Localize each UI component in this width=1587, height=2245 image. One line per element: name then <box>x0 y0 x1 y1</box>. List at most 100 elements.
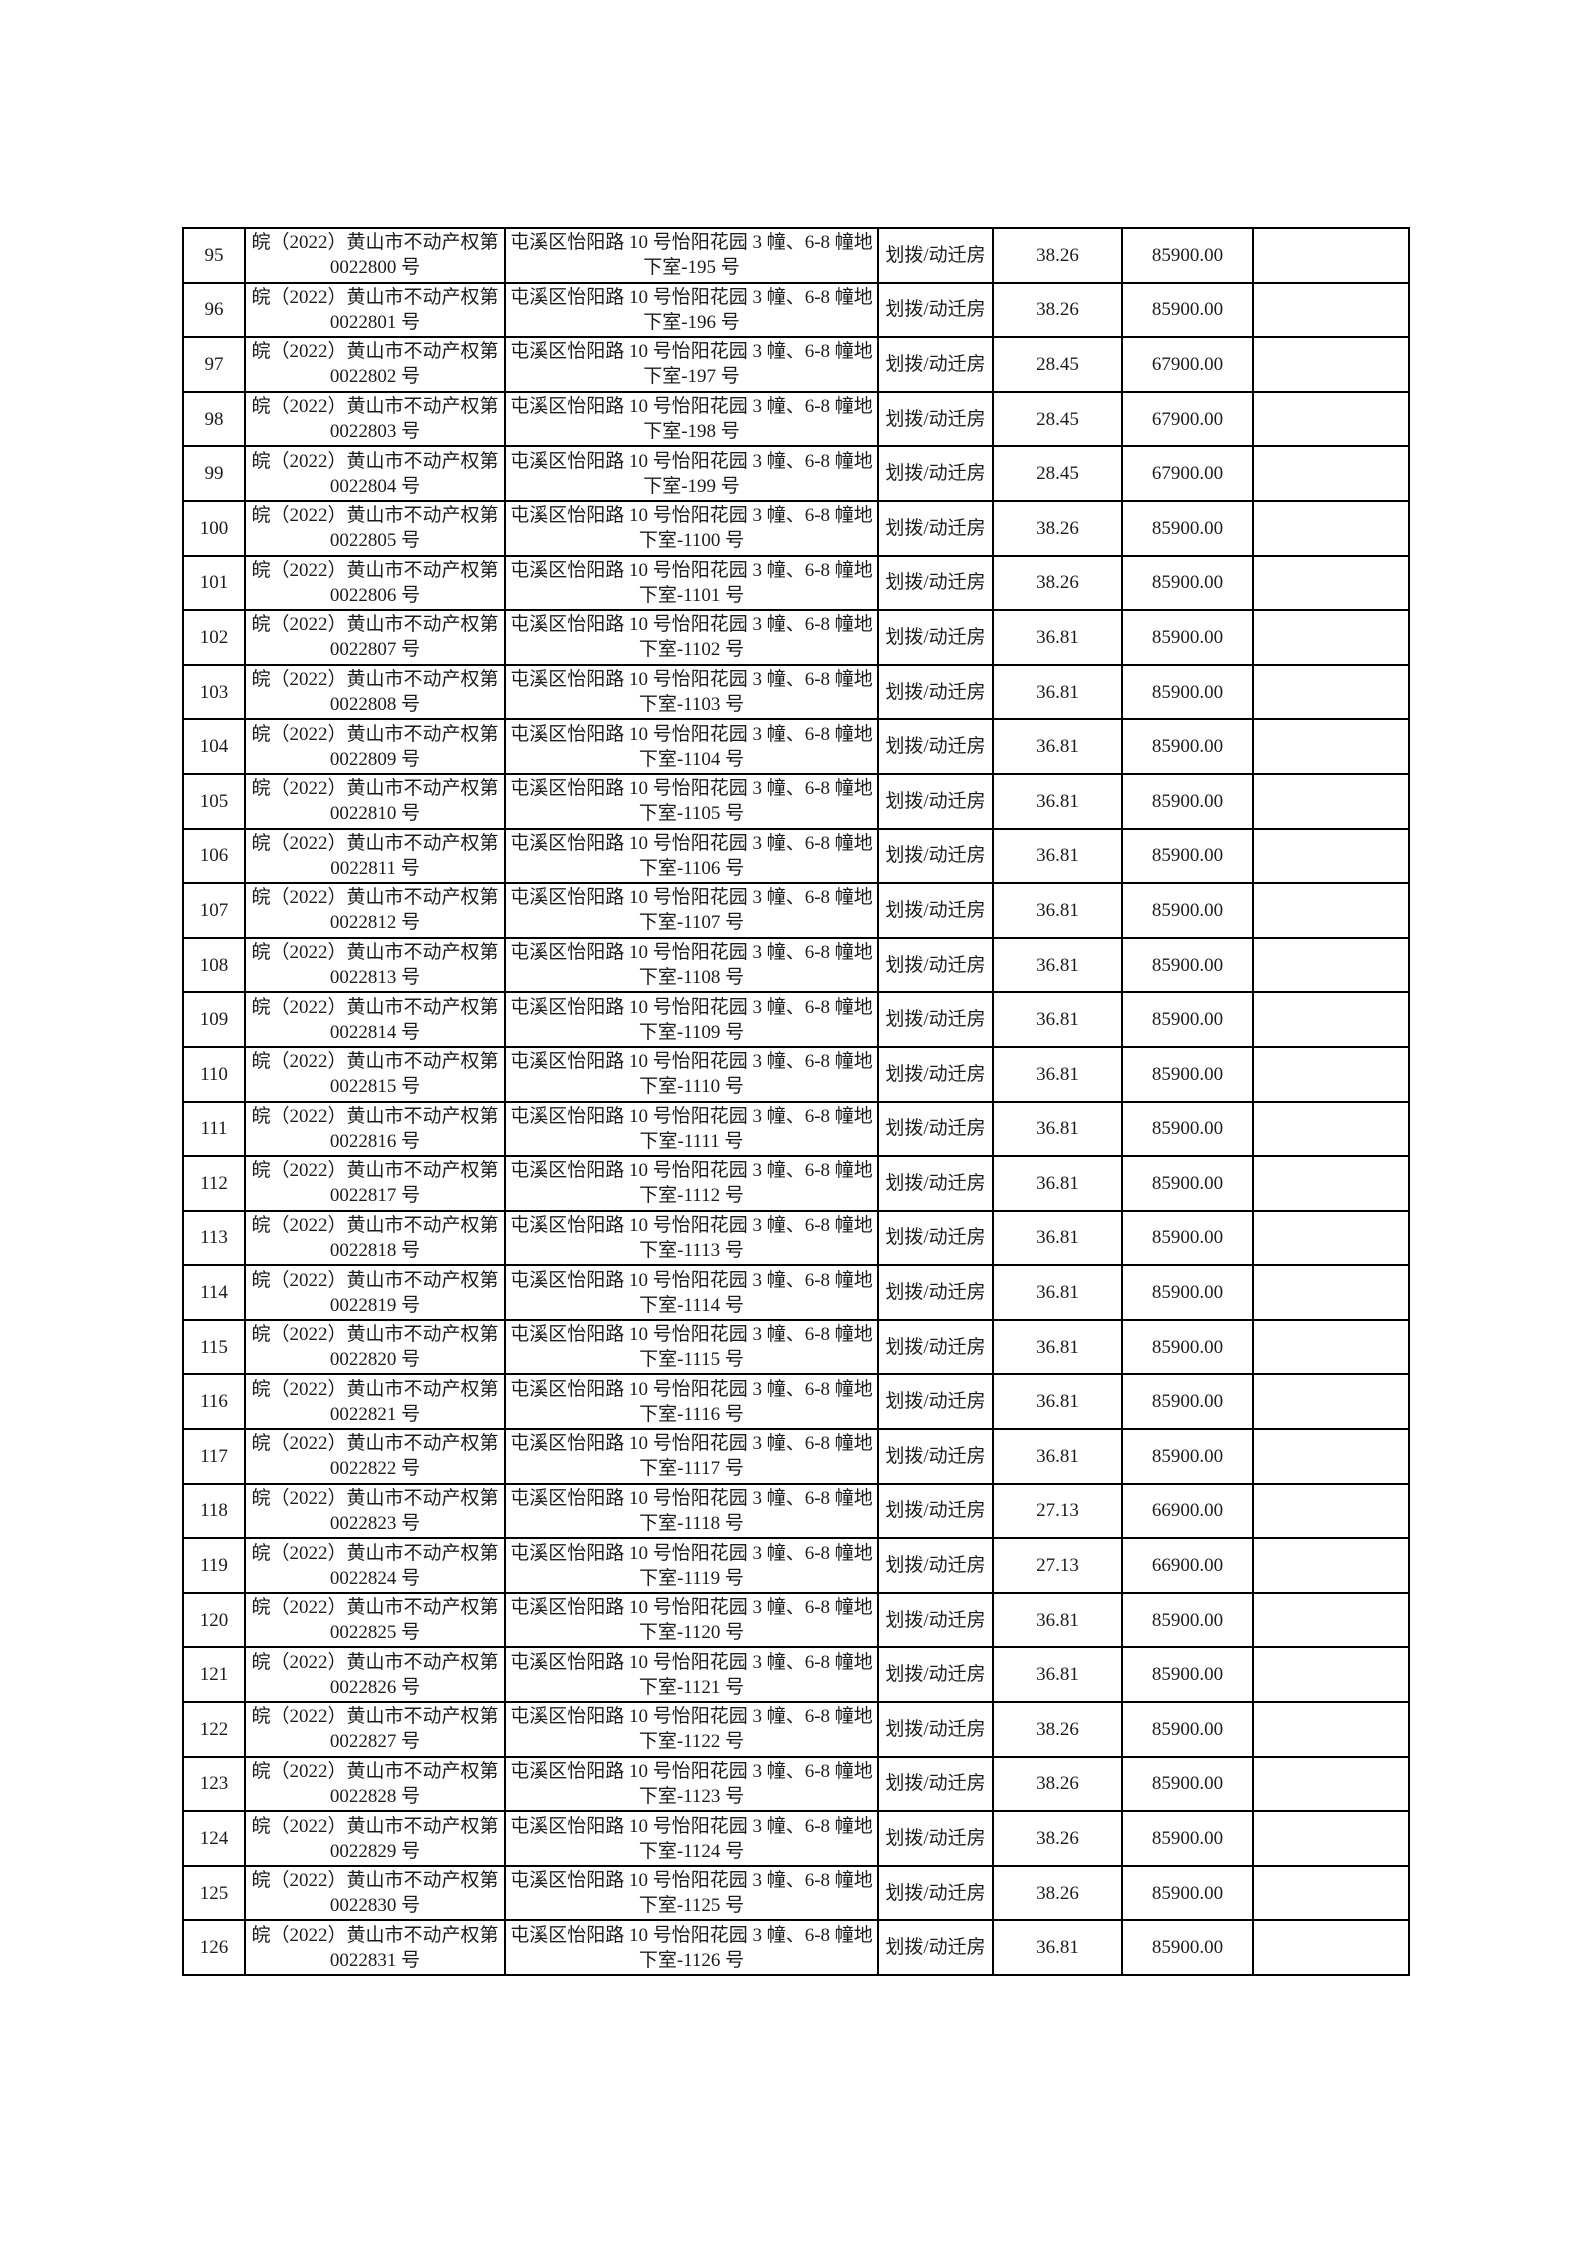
price-cell: 66900.00 <box>1121 1537 1254 1594</box>
land-use-type-cell: 划拨/动迁房 <box>877 1045 994 1103</box>
address-cell: 屯溪区怡阳路 10 号怡阳花园 3 幢、6-8 幢地下室-1120 号 <box>504 1591 879 1649</box>
table-row: 106 皖（2022）黄山市不动产权第 0022811 号屯溪区怡阳路 10 号怡… <box>182 827 1410 885</box>
area-cell: 36.81 <box>992 772 1123 830</box>
address-cell: 屯溪区怡阳路 10 号怡阳花园 3 幢、6-8 幢地下室-1118 号 <box>504 1482 879 1540</box>
empty-note-cell <box>1252 1264 1410 1321</box>
price-cell: 85900.00 <box>1121 1318 1254 1376</box>
row-number-cell: 107 <box>182 882 246 939</box>
price-cell: 85900.00 <box>1121 991 1254 1048</box>
address-cell: 屯溪区怡阳路 10 号怡阳花园 3 幢、6-8 幢地下室-1106 号 <box>504 827 879 885</box>
empty-note-cell <box>1252 227 1410 284</box>
certificate-number-cell: 皖（2022）黄山市不动产权第 0022806 号 <box>244 554 506 612</box>
table-row: 111 皖（2022）黄山市不动产权第 0022816 号屯溪区怡阳路 10 号怡… <box>182 1100 1410 1158</box>
certificate-number-cell: 皖（2022）黄山市不动产权第 0022818 号 <box>244 1209 506 1267</box>
land-use-type-cell: 划拨/动迁房 <box>877 1537 994 1594</box>
area-cell: 36.81 <box>992 827 1123 885</box>
row-number-cell: 116 <box>182 1373 246 1431</box>
row-number-cell: 108 <box>182 936 246 994</box>
table-row: 107 皖（2022）黄山市不动产权第 0022812 号屯溪区怡阳路 10 号怡… <box>182 882 1410 939</box>
land-use-type-cell: 划拨/动迁房 <box>877 336 994 393</box>
row-number-cell: 102 <box>182 609 246 666</box>
certificate-number-cell: 皖（2022）黄山市不动产权第 0022814 号 <box>244 991 506 1048</box>
certificate-number-cell: 皖（2022）黄山市不动产权第 0022802 号 <box>244 336 506 393</box>
empty-note-cell <box>1252 772 1410 830</box>
table-row: 125 皖（2022）黄山市不动产权第 0022830 号屯溪区怡阳路 10 号怡… <box>182 1864 1410 1922</box>
area-cell: 38.26 <box>992 499 1123 557</box>
price-cell: 85900.00 <box>1121 936 1254 994</box>
table-row: 100 皖（2022）黄山市不动产权第 0022805 号屯溪区怡阳路 10 号怡… <box>182 499 1410 557</box>
table-row: 96 皖（2022）黄山市不动产权第 0022801 号屯溪区怡阳路 10 号怡阳… <box>182 281 1410 339</box>
row-number-cell: 98 <box>182 390 246 448</box>
certificate-number-cell: 皖（2022）黄山市不动产权第 0022810 号 <box>244 772 506 830</box>
address-cell: 屯溪区怡阳路 10 号怡阳花园 3 幢、6-8 幢地下室-1102 号 <box>504 609 879 666</box>
address-cell: 屯溪区怡阳路 10 号怡阳花园 3 幢、6-8 幢地下室-1109 号 <box>504 991 879 1048</box>
land-use-type-cell: 划拨/动迁房 <box>877 1318 994 1376</box>
row-number-cell: 125 <box>182 1864 246 1922</box>
certificate-number-cell: 皖（2022）黄山市不动产权第 0022828 号 <box>244 1755 506 1813</box>
price-cell: 85900.00 <box>1121 1591 1254 1649</box>
certificate-number-cell: 皖（2022）黄山市不动产权第 0022823 号 <box>244 1482 506 1540</box>
table-row: 104 皖（2022）黄山市不动产权第 0022809 号屯溪区怡阳路 10 号怡… <box>182 718 1410 775</box>
price-cell: 85900.00 <box>1121 227 1254 284</box>
area-cell: 28.45 <box>992 336 1123 393</box>
empty-note-cell <box>1252 1919 1410 1976</box>
area-cell: 36.81 <box>992 1646 1123 1704</box>
land-use-type-cell: 划拨/动迁房 <box>877 1591 994 1649</box>
area-cell: 36.81 <box>992 1919 1123 1976</box>
empty-note-cell <box>1252 663 1410 721</box>
empty-note-cell <box>1252 1755 1410 1813</box>
certificate-number-cell: 皖（2022）黄山市不动产权第 0022805 号 <box>244 499 506 557</box>
address-cell: 屯溪区怡阳路 10 号怡阳花园 3 幢、6-8 幢地下室-1123 号 <box>504 1755 879 1813</box>
table-row: 116 皖（2022）黄山市不动产权第 0022821 号屯溪区怡阳路 10 号怡… <box>182 1373 1410 1431</box>
row-number-cell: 112 <box>182 1155 246 1212</box>
address-cell: 屯溪区怡阳路 10 号怡阳花园 3 幢、6-8 幢地下室-1115 号 <box>504 1318 879 1376</box>
price-cell: 85900.00 <box>1121 1919 1254 1976</box>
address-cell: 屯溪区怡阳路 10 号怡阳花园 3 幢、6-8 幢地下室-1107 号 <box>504 882 879 939</box>
empty-note-cell <box>1252 554 1410 612</box>
land-use-type-cell: 划拨/动迁房 <box>877 1209 994 1267</box>
area-cell: 38.26 <box>992 1864 1123 1922</box>
land-use-type-cell: 划拨/动迁房 <box>877 1919 994 1976</box>
area-cell: 36.81 <box>992 1100 1123 1158</box>
row-number-cell: 106 <box>182 827 246 885</box>
table-row: 126 皖（2022）黄山市不动产权第 0022831 号屯溪区怡阳路 10 号怡… <box>182 1919 1410 1976</box>
table-row: 122 皖（2022）黄山市不动产权第 0022827 号屯溪区怡阳路 10 号怡… <box>182 1701 1410 1758</box>
table-row: 101 皖（2022）黄山市不动产权第 0022806 号屯溪区怡阳路 10 号怡… <box>182 554 1410 612</box>
certificate-number-cell: 皖（2022）黄山市不动产权第 0022816 号 <box>244 1100 506 1158</box>
land-use-type-cell: 划拨/动迁房 <box>877 1373 994 1431</box>
address-cell: 屯溪区怡阳路 10 号怡阳花园 3 幢、6-8 幢地下室-1122 号 <box>504 1701 879 1758</box>
table-row: 112 皖（2022）黄山市不动产权第 0022817 号屯溪区怡阳路 10 号怡… <box>182 1155 1410 1212</box>
empty-note-cell <box>1252 1537 1410 1594</box>
row-number-cell: 97 <box>182 336 246 393</box>
row-number-cell: 119 <box>182 1537 246 1594</box>
land-use-type-cell: 划拨/动迁房 <box>877 1701 994 1758</box>
land-use-type-cell: 划拨/动迁房 <box>877 390 994 448</box>
table-row: 105 皖（2022）黄山市不动产权第 0022810 号屯溪区怡阳路 10 号怡… <box>182 772 1410 830</box>
row-number-cell: 122 <box>182 1701 246 1758</box>
price-cell: 85900.00 <box>1121 1100 1254 1158</box>
empty-note-cell <box>1252 936 1410 994</box>
row-number-cell: 109 <box>182 991 246 1048</box>
certificate-number-cell: 皖（2022）黄山市不动产权第 0022827 号 <box>244 1701 506 1758</box>
empty-note-cell <box>1252 1373 1410 1431</box>
table-row: 95 皖（2022）黄山市不动产权第 0022800 号屯溪区怡阳路 10 号怡阳… <box>182 227 1410 284</box>
address-cell: 屯溪区怡阳路 10 号怡阳花园 3 幢、6-8 幢地下室-1112 号 <box>504 1155 879 1212</box>
row-number-cell: 100 <box>182 499 246 557</box>
land-use-type-cell: 划拨/动迁房 <box>877 1482 994 1540</box>
certificate-number-cell: 皖（2022）黄山市不动产权第 0022809 号 <box>244 718 506 775</box>
price-cell: 85900.00 <box>1121 1264 1254 1321</box>
table-row: 110 皖（2022）黄山市不动产权第 0022815 号屯溪区怡阳路 10 号怡… <box>182 1045 1410 1103</box>
empty-note-cell <box>1252 1209 1410 1267</box>
address-cell: 屯溪区怡阳路 10 号怡阳花园 3 幢、6-8 幢地下室-198 号 <box>504 390 879 448</box>
address-cell: 屯溪区怡阳路 10 号怡阳花园 3 幢、6-8 幢地下室-1121 号 <box>504 1646 879 1704</box>
table-row: 118 皖（2022）黄山市不动产权第 0022823 号屯溪区怡阳路 10 号怡… <box>182 1482 1410 1540</box>
empty-note-cell <box>1252 1045 1410 1103</box>
address-cell: 屯溪区怡阳路 10 号怡阳花园 3 幢、6-8 幢地下室-197 号 <box>504 336 879 393</box>
address-cell: 屯溪区怡阳路 10 号怡阳花园 3 幢、6-8 幢地下室-1126 号 <box>504 1919 879 1976</box>
empty-note-cell <box>1252 281 1410 339</box>
empty-note-cell <box>1252 445 1410 502</box>
certificate-number-cell: 皖（2022）黄山市不动产权第 0022807 号 <box>244 609 506 666</box>
row-number-cell: 95 <box>182 227 246 284</box>
area-cell: 27.13 <box>992 1537 1123 1594</box>
empty-note-cell <box>1252 499 1410 557</box>
